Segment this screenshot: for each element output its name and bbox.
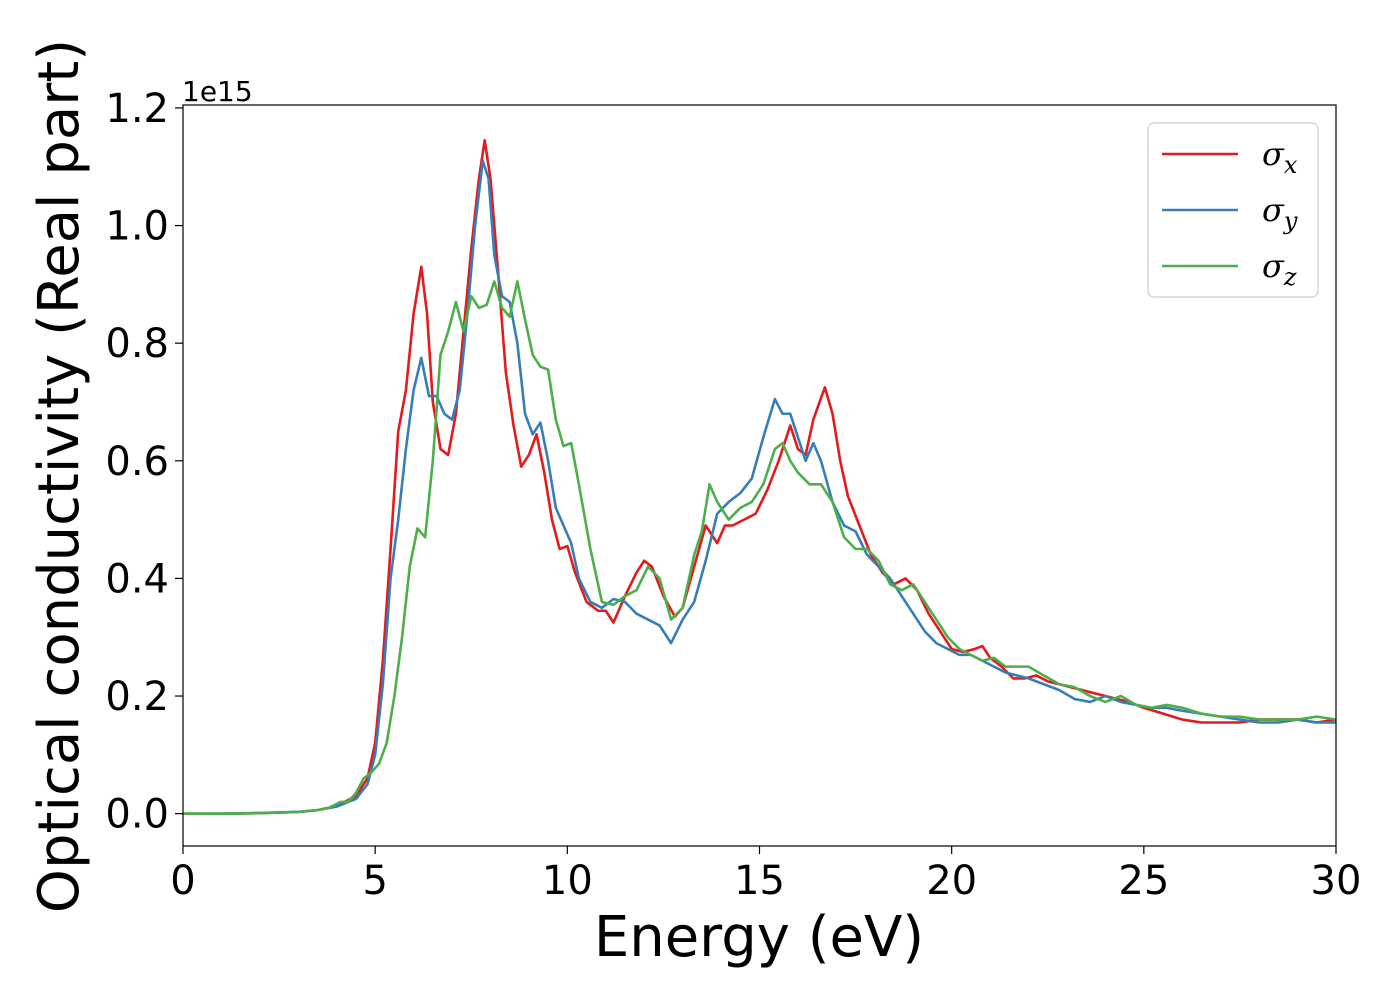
series-layer bbox=[183, 138, 1336, 815]
legend: σx σy σz bbox=[1147, 122, 1319, 298]
y-tick-label: 0.8 bbox=[105, 321, 169, 367]
x-tick-label: 15 bbox=[734, 858, 785, 904]
y-tick-label: 0.6 bbox=[105, 439, 169, 485]
y-axis-ticks: 0.0 0.2 0.4 0.6 0.8 1.0 1.2 bbox=[105, 86, 183, 838]
y-offset-label: 1e15 bbox=[182, 75, 253, 108]
x-tick-label: 10 bbox=[542, 858, 593, 904]
legend-label-z: σz bbox=[1262, 247, 1297, 291]
series-line-z bbox=[183, 280, 1336, 815]
series-line-y bbox=[183, 159, 1336, 815]
x-axis-label: Energy (eV) bbox=[594, 905, 924, 970]
x-axis-ticks: 0 5 10 15 20 25 30 bbox=[170, 846, 1361, 904]
x-tick-label: 20 bbox=[926, 858, 977, 904]
y-tick-label: 1.0 bbox=[105, 204, 169, 250]
legend-label-x: σx bbox=[1262, 135, 1298, 179]
x-tick-label: 25 bbox=[1118, 858, 1169, 904]
legend-label-y: σy bbox=[1262, 191, 1298, 235]
y-tick-label: 0.2 bbox=[105, 674, 169, 720]
y-axis-label: Optical conductivity (Real part) bbox=[27, 39, 92, 913]
x-tick-label: 0 bbox=[170, 858, 195, 904]
y-tick-label: 0.4 bbox=[105, 556, 169, 602]
y-tick-label: 0.0 bbox=[105, 792, 169, 838]
x-tick-label: 30 bbox=[1311, 858, 1362, 904]
x-tick-label: 5 bbox=[362, 858, 387, 904]
y-tick-label: 1.2 bbox=[105, 86, 169, 132]
